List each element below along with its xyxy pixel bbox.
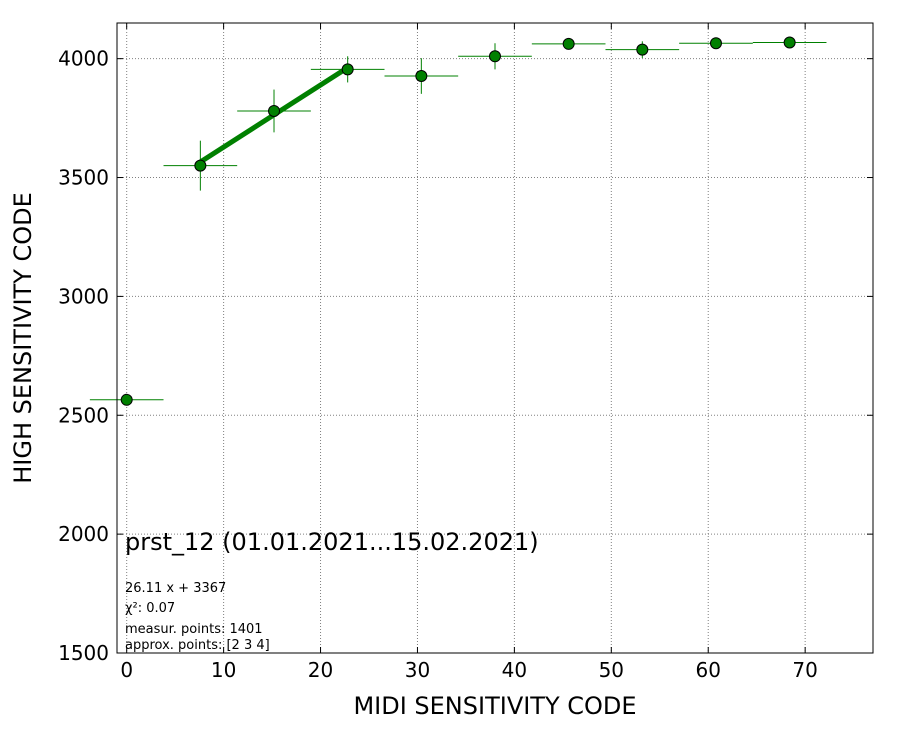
plot-title: prst_12 (01.01.2021...15.02.2021) <box>125 528 539 556</box>
data-point <box>783 36 796 49</box>
y-tick-label: 1500 <box>58 641 109 665</box>
x-tick-label: 30 <box>405 658 430 682</box>
data-point <box>120 393 133 406</box>
x-tick-label: 20 <box>308 658 333 682</box>
y-tick-label: 3500 <box>58 166 109 190</box>
measurement-points-label: measur. points: 1401 <box>125 622 263 637</box>
y-tick-label: 3000 <box>58 284 109 308</box>
chi-square-label: χ²: 0.07 <box>125 601 175 616</box>
data-points-layer <box>120 36 796 406</box>
ticks-layer <box>117 23 873 654</box>
x-axis-title: MIDI SENSITIVITY CODE <box>353 692 636 720</box>
x-tick-label: 60 <box>696 658 721 682</box>
data-point <box>562 37 575 50</box>
data-point <box>489 50 501 63</box>
y-tick-label: 2000 <box>58 522 109 546</box>
tick-labels-layer: 0 10 20 30 40 50 60 70 1500 2000 2500 3000 3500 4000 <box>58 47 818 682</box>
data-point <box>194 159 207 172</box>
grid <box>117 23 873 654</box>
data-point <box>341 63 354 76</box>
approx-points-label: approx. points: [2 3 4] <box>125 638 270 653</box>
y-tick-label: 2500 <box>58 403 109 427</box>
plot-frame <box>116 22 874 654</box>
x-tick-label: 0 <box>120 658 133 682</box>
y-tick-label: 4000 <box>58 47 109 71</box>
x-tick-label: 40 <box>502 658 527 682</box>
data-point <box>268 104 281 117</box>
x-tick-label: 70 <box>792 658 817 682</box>
x-tick-label: 10 <box>211 658 236 682</box>
data-point <box>415 70 428 83</box>
x-tick-label: 50 <box>599 658 624 682</box>
fit-equation-label: 26.11 x + 3367 <box>125 581 226 596</box>
error-bars-layer <box>89 40 827 401</box>
y-axis-title: HIGH SENSITIVITY CODE <box>9 192 37 484</box>
data-point <box>636 43 649 56</box>
data-point <box>709 37 722 50</box>
